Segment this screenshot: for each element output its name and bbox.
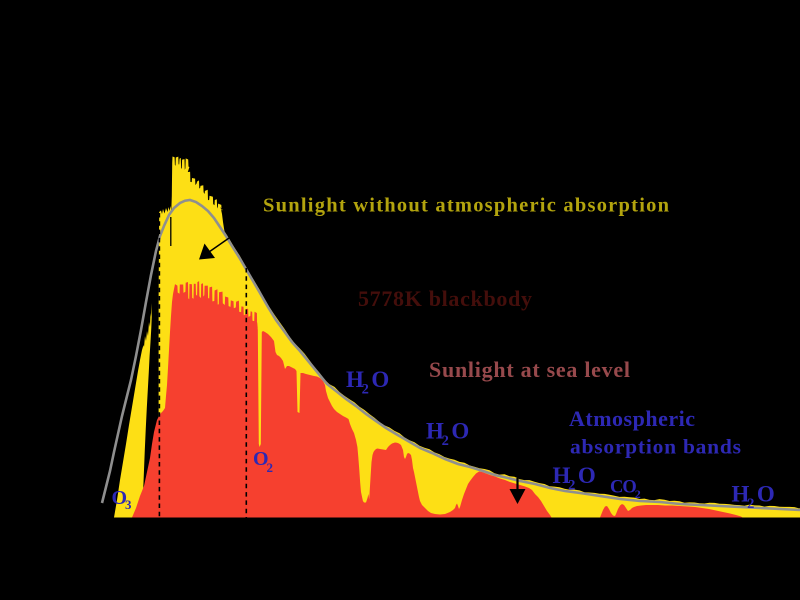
svg-text:2: 2 <box>568 478 575 494</box>
svg-text:H: H <box>553 463 571 488</box>
svg-text:C: C <box>610 478 623 498</box>
svg-text:2: 2 <box>362 382 369 398</box>
svg-text:3: 3 <box>125 497 132 512</box>
svg-text:O: O <box>112 487 128 509</box>
svg-text:2: 2 <box>747 496 754 512</box>
svg-text:2: 2 <box>442 433 449 449</box>
svg-text:absorption bands: absorption bands <box>570 435 741 459</box>
svg-text:O: O <box>451 419 469 444</box>
svg-text:Sunlight at sea level: Sunlight at sea level <box>429 357 630 382</box>
svg-text:O: O <box>253 448 269 470</box>
svg-text:Atmospheric: Atmospheric <box>569 406 695 431</box>
svg-text:O: O <box>371 367 389 392</box>
svg-text:H: H <box>346 367 364 392</box>
svg-text:H: H <box>732 482 750 507</box>
svg-text:5778K blackbody: 5778K blackbody <box>358 286 532 311</box>
svg-text:2: 2 <box>635 487 641 501</box>
svg-text:O: O <box>622 478 636 498</box>
svg-text:H: H <box>426 419 444 444</box>
svg-text:Sunlight without atmospheric a: Sunlight without atmospheric absorption <box>263 195 670 217</box>
svg-text:O: O <box>757 482 775 507</box>
svg-text:2: 2 <box>266 460 273 475</box>
svg-text:O: O <box>578 463 596 488</box>
